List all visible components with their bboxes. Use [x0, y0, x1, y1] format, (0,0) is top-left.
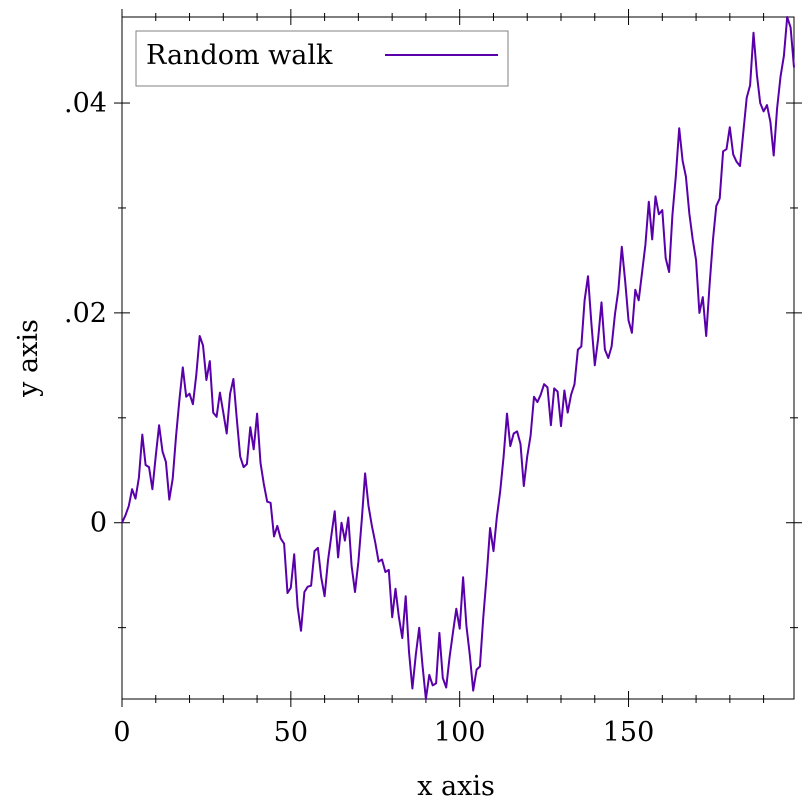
y-tick-label: .04	[64, 88, 107, 119]
x-axis-label: x axis	[417, 771, 495, 802]
y-tick-label: .02	[64, 298, 107, 329]
legend-box	[135, 30, 509, 87]
legend: Random walk	[135, 30, 509, 87]
tick-labels: 0 50 100 150 0 .02 .04	[64, 88, 654, 748]
x-tick-label: 0	[113, 717, 130, 748]
series-line-random-walk	[121, 16, 795, 700]
axis-ticks	[114, 9, 802, 707]
y-axis-label: y axis	[13, 319, 44, 398]
y-tick-label: 0	[90, 508, 107, 539]
series-group	[121, 16, 795, 700]
x-tick-label: 50	[274, 717, 308, 748]
plot-frame	[121, 16, 795, 700]
x-tick-label: 150	[603, 717, 655, 748]
legend-label: Random walk	[146, 40, 333, 71]
x-tick-label: 100	[434, 717, 486, 748]
